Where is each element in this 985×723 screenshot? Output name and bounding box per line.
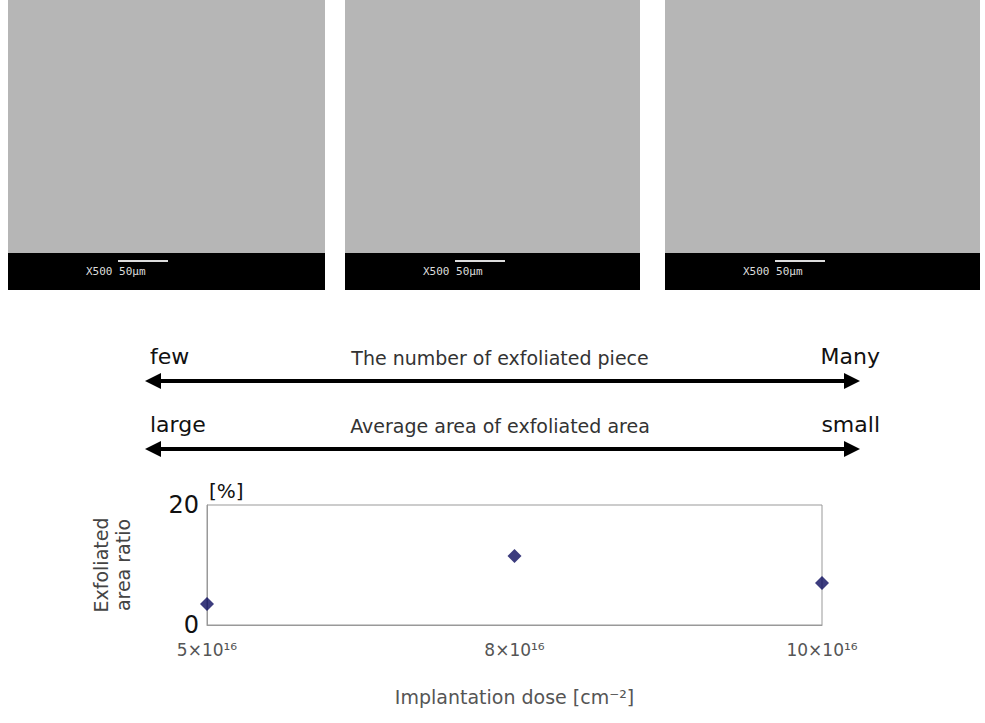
svg-text:small: small (821, 412, 880, 437)
svg-text:The number of exfoliated piece: The number of exfoliated piece (350, 347, 648, 369)
svg-text:X500 50μm: X500 50μm (743, 265, 803, 278)
svg-text:0: 0 (184, 611, 199, 639)
svg-text:10×10¹⁶: 10×10¹⁶ (786, 640, 857, 660)
svg-text:Average area of exfoliated are: Average area of exfoliated area (350, 415, 650, 437)
svg-text:X500 50μm: X500 50μm (86, 265, 146, 278)
svg-text:X500 50μm: X500 50μm (423, 265, 483, 278)
svg-text:5×10¹⁶: 5×10¹⁶ (177, 640, 238, 660)
svg-text:Many: Many (821, 344, 880, 369)
svg-text:20: 20 (168, 491, 199, 519)
svg-text:few: few (150, 344, 189, 369)
svg-text:Exfoliated: Exfoliated (90, 518, 112, 613)
svg-text:[%]: [%] (209, 479, 244, 503)
svg-text:Implantation dose [cm⁻²]: Implantation dose [cm⁻²] (395, 686, 634, 708)
svg-text:8×10¹⁶: 8×10¹⁶ (484, 640, 545, 660)
svg-text:large: large (150, 412, 206, 437)
svg-text:area ratio: area ratio (112, 519, 134, 611)
